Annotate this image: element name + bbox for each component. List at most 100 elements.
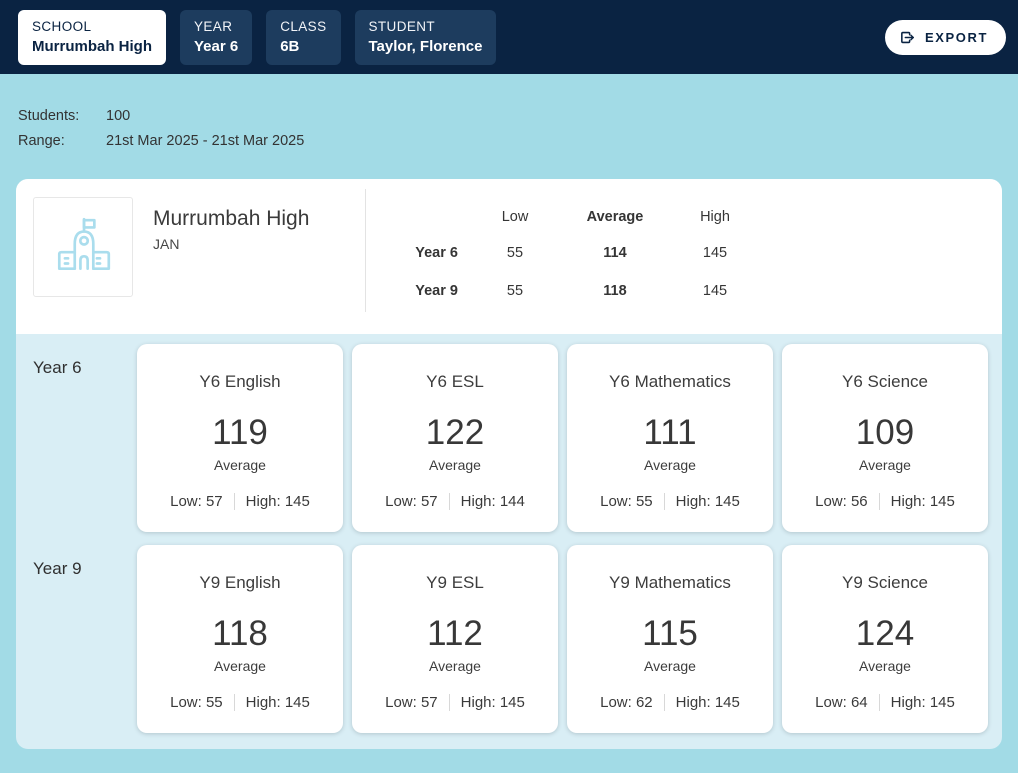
subject-card-y6-english: Y6 English 119 Average Low: 57 High: 145 xyxy=(137,344,343,532)
year9-section-label: Year 9 xyxy=(16,545,137,733)
summary-year9-average: 118 xyxy=(565,272,665,310)
student-selector[interactable]: STUDENT Taylor, Florence xyxy=(355,10,497,65)
card-average-value: 119 xyxy=(212,415,268,450)
card-high: High: 145 xyxy=(880,493,955,510)
subject-card-y6-mathematics: Y6 Mathematics 111 Average Low: 55 High:… xyxy=(567,344,773,532)
card-range: Low: 57 High: 145 xyxy=(170,493,310,510)
top-bar: SCHOOL Murrumbah High YEAR Year 6 CLASS … xyxy=(0,0,1018,74)
school-summary-header: Murrumbah High JAN Low Average High Year… xyxy=(16,179,1002,334)
card-average-value: 112 xyxy=(427,616,483,651)
card-range: Low: 64 High: 145 xyxy=(815,694,955,711)
students-label: Students: xyxy=(18,108,106,124)
card-range: Low: 56 High: 145 xyxy=(815,493,955,510)
card-average-value: 124 xyxy=(856,616,914,651)
year-selector-label: YEAR xyxy=(194,19,232,34)
header-divider xyxy=(365,189,366,312)
school-selector-label: SCHOOL xyxy=(32,19,91,34)
card-range: Low: 55 High: 145 xyxy=(600,493,740,510)
card-subject-title: Y9 ESL xyxy=(426,573,484,593)
card-low: Low: 56 xyxy=(815,493,880,510)
subject-card-y6-science: Y6 Science 109 Average Low: 56 High: 145 xyxy=(782,344,988,532)
card-low: Low: 55 xyxy=(170,694,235,711)
card-subject-title: Y9 English xyxy=(199,573,280,593)
card-average-label: Average xyxy=(859,658,911,674)
summary-year6-high: 145 xyxy=(665,234,765,272)
year9-cards: Y9 English 118 Average Low: 55 High: 145… xyxy=(137,545,988,733)
school-logo-box xyxy=(33,197,133,297)
export-button[interactable]: EXPORT xyxy=(885,20,1006,55)
student-selector-label: STUDENT xyxy=(369,19,436,34)
card-average-value: 122 xyxy=(426,415,484,450)
summary-col-average: Average xyxy=(565,199,665,234)
class-selector[interactable]: CLASS 6B xyxy=(266,10,340,65)
summary-table: Low Average High Year 6 55 114 145 Year … xyxy=(395,197,765,310)
range-value: 21st Mar 2025 - 21st Mar 2025 xyxy=(106,133,304,149)
summary-row-year9-label: Year 9 xyxy=(395,272,465,310)
card-low: Low: 57 xyxy=(385,493,450,510)
card-range: Low: 62 High: 145 xyxy=(600,694,740,711)
summary-corner-cell xyxy=(395,199,465,234)
year-sections: Year 6 Y6 English 119 Average Low: 57 Hi… xyxy=(16,334,1002,749)
card-average-label: Average xyxy=(429,457,481,473)
selector-group: SCHOOL Murrumbah High YEAR Year 6 CLASS … xyxy=(18,10,496,65)
subject-card-y9-english: Y9 English 118 Average Low: 55 High: 145 xyxy=(137,545,343,733)
year9-section: Year 9 Y9 English 118 Average Low: 55 Hi… xyxy=(16,545,988,733)
school-title-block: Murrumbah High JAN xyxy=(153,197,309,297)
subject-card-y9-esl: Y9 ESL 112 Average Low: 57 High: 145 xyxy=(352,545,558,733)
card-average-value: 111 xyxy=(643,415,696,450)
summary-year9-high: 145 xyxy=(665,272,765,310)
school-selector[interactable]: SCHOOL Murrumbah High xyxy=(18,10,166,65)
year-selector-value: Year 6 xyxy=(194,38,238,55)
card-high: High: 145 xyxy=(235,493,310,510)
school-selector-value: Murrumbah High xyxy=(32,38,152,55)
card-average-label: Average xyxy=(214,658,266,674)
school-identity: Murrumbah High JAN xyxy=(33,197,365,297)
report-panel: Murrumbah High JAN Low Average High Year… xyxy=(16,179,1002,749)
card-high: High: 145 xyxy=(665,493,740,510)
students-value: 100 xyxy=(106,108,130,124)
year6-section: Year 6 Y6 English 119 Average Low: 57 Hi… xyxy=(16,344,988,532)
summary-row-year6-label: Year 6 xyxy=(395,234,465,272)
card-range: Low: 55 High: 145 xyxy=(170,694,310,711)
card-subject-title: Y9 Science xyxy=(842,573,928,593)
card-average-label: Average xyxy=(214,457,266,473)
card-subject-title: Y9 Mathematics xyxy=(609,573,731,593)
subject-card-y9-mathematics: Y9 Mathematics 115 Average Low: 62 High:… xyxy=(567,545,773,733)
card-low: Low: 62 xyxy=(600,694,665,711)
card-average-label: Average xyxy=(644,658,696,674)
card-subject-title: Y6 English xyxy=(199,372,280,392)
range-label: Range: xyxy=(18,133,106,149)
card-range: Low: 57 High: 144 xyxy=(385,493,525,510)
summary-col-high: High xyxy=(665,199,765,234)
school-subtitle: JAN xyxy=(153,236,309,252)
card-average-label: Average xyxy=(859,457,911,473)
summary-year6-average: 114 xyxy=(565,234,665,272)
summary-year6-low: 55 xyxy=(465,234,565,272)
year-selector[interactable]: YEAR Year 6 xyxy=(180,10,252,65)
card-subject-title: Y6 Mathematics xyxy=(609,372,731,392)
card-subject-title: Y6 ESL xyxy=(426,372,484,392)
export-arrow-icon xyxy=(899,29,916,46)
subject-card-y9-science: Y9 Science 124 Average Low: 64 High: 145 xyxy=(782,545,988,733)
student-selector-value: Taylor, Florence xyxy=(369,38,483,55)
card-average-label: Average xyxy=(429,658,481,674)
school-name: Murrumbah High xyxy=(153,207,309,231)
card-low: Low: 57 xyxy=(385,694,450,711)
year6-section-label: Year 6 xyxy=(16,344,137,532)
class-selector-value: 6B xyxy=(280,38,299,55)
range-row: Range: 21st Mar 2025 - 21st Mar 2025 xyxy=(18,133,1018,149)
card-average-value: 109 xyxy=(856,415,914,450)
summary-year9-low: 55 xyxy=(465,272,565,310)
school-building-icon xyxy=(50,214,116,280)
class-selector-label: CLASS xyxy=(280,19,326,34)
report-meta: Students: 100 Range: 21st Mar 2025 - 21s… xyxy=(0,74,1018,149)
card-high: High: 144 xyxy=(450,493,525,510)
card-high: High: 145 xyxy=(235,694,310,711)
card-average-value: 118 xyxy=(212,616,268,651)
card-low: Low: 57 xyxy=(170,493,235,510)
card-high: High: 145 xyxy=(880,694,955,711)
subject-card-y6-esl: Y6 ESL 122 Average Low: 57 High: 144 xyxy=(352,344,558,532)
export-button-label: EXPORT xyxy=(925,30,988,45)
students-row: Students: 100 xyxy=(18,108,1018,124)
card-low: Low: 64 xyxy=(815,694,880,711)
